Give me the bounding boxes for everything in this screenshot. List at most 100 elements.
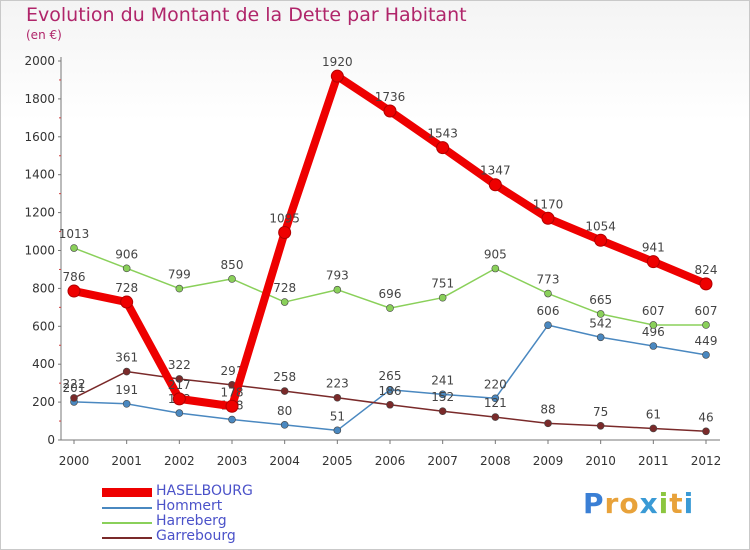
data-label: 607 <box>695 304 718 318</box>
data-label: 496 <box>642 325 665 339</box>
y-tick-label: 2000 <box>24 54 55 68</box>
data-point <box>333 393 342 402</box>
x-tick-label: 2001 <box>111 454 142 468</box>
data-point <box>544 321 552 329</box>
data-label: 1013 <box>59 227 90 241</box>
data-point <box>541 211 555 225</box>
legend-label: Garrebourg <box>156 528 236 544</box>
data-label: 786 <box>63 270 86 284</box>
data-point <box>175 409 184 417</box>
data-label: 51 <box>330 409 345 423</box>
x-tick-label: 2012 <box>691 454 722 468</box>
data-label: 265 <box>379 369 402 383</box>
y-tick-label: 1000 <box>24 244 55 258</box>
x-tick-label: 2008 <box>480 454 511 468</box>
data-label: 152 <box>431 390 454 404</box>
data-point <box>702 351 710 359</box>
data-point <box>333 285 342 294</box>
data-point <box>596 421 605 430</box>
y-tick-label: 200 <box>32 395 55 409</box>
data-label: 1170 <box>533 197 564 211</box>
data-label: 75 <box>593 405 608 419</box>
data-label: 449 <box>695 334 718 348</box>
data-label: 258 <box>273 370 296 384</box>
data-label: 191 <box>115 383 138 397</box>
data-point <box>172 392 186 406</box>
data-label: 217 <box>168 378 191 392</box>
data-point <box>649 424 658 433</box>
data-label: 1543 <box>427 127 458 141</box>
data-point <box>67 284 81 298</box>
data-point <box>70 394 78 402</box>
x-tick-label: 2004 <box>269 454 300 468</box>
y-tick-label: 1600 <box>24 130 55 144</box>
data-label: 361 <box>115 351 138 365</box>
y-tick-label: 1200 <box>24 206 55 220</box>
data-label: 906 <box>115 247 138 261</box>
y-tick-label: 400 <box>32 357 55 371</box>
x-tick-label: 2003 <box>217 454 248 468</box>
proxiti-logo: Proxiti <box>583 487 694 520</box>
legend-label: Hommert <box>156 498 223 514</box>
y-axis-unit: (en €) <box>26 28 62 42</box>
data-label: 941 <box>642 241 665 255</box>
data-label: 1095 <box>269 211 300 225</box>
logo-letter: x <box>639 487 659 520</box>
legend-label: Harreberg <box>156 513 227 529</box>
y-tick-label: 800 <box>32 281 55 295</box>
data-label: 222 <box>63 377 86 391</box>
data-label: 220 <box>484 377 507 391</box>
data-label: 850 <box>221 258 244 272</box>
data-label: 665 <box>589 293 612 307</box>
data-point <box>330 69 344 83</box>
data-point <box>175 284 184 293</box>
data-point <box>122 400 131 408</box>
data-label: 728 <box>115 281 138 295</box>
data-point <box>70 244 78 252</box>
data-point <box>702 427 710 436</box>
data-point <box>225 399 239 413</box>
data-label: 1736 <box>375 90 406 104</box>
data-point <box>646 255 660 269</box>
data-point <box>438 390 447 399</box>
data-label: 696 <box>379 287 402 301</box>
data-label: 201 <box>63 381 86 395</box>
data-label: 322 <box>168 358 191 372</box>
data-label: 178 <box>221 385 244 399</box>
data-point <box>491 264 500 273</box>
x-tick-label: 2005 <box>322 454 353 468</box>
x-tick-label: 2006 <box>375 454 406 468</box>
data-label: 751 <box>431 277 454 291</box>
legend-swatch <box>102 537 152 539</box>
data-label: 773 <box>537 273 560 287</box>
data-label: 824 <box>695 263 718 277</box>
data-point <box>438 293 447 302</box>
data-label: 46 <box>698 410 713 424</box>
data-point <box>491 394 500 403</box>
logo-letter: P <box>583 487 605 520</box>
y-tick-label: 0 <box>47 433 55 447</box>
legend-label: HASELBOURG <box>156 483 253 499</box>
data-point <box>280 421 289 429</box>
data-point <box>699 277 713 291</box>
chart-title: Evolution du Montant de la Dette par Hab… <box>26 4 467 26</box>
data-label: 542 <box>589 316 612 330</box>
data-label: 1347 <box>480 164 511 178</box>
data-point <box>228 275 236 283</box>
data-label: 793 <box>326 269 349 283</box>
data-label: 121 <box>484 396 507 410</box>
data-label: 61 <box>646 407 661 421</box>
series-line-haselbourg <box>70 72 710 411</box>
data-point <box>544 419 552 428</box>
data-label: 799 <box>168 268 191 282</box>
data-label: 88 <box>540 402 555 416</box>
data-point <box>280 298 289 306</box>
data-label: 223 <box>326 377 349 391</box>
data-point <box>544 289 552 298</box>
data-point <box>386 385 394 394</box>
data-point <box>278 225 292 239</box>
x-tick-label: 2007 <box>427 454 458 468</box>
data-point <box>386 304 394 312</box>
